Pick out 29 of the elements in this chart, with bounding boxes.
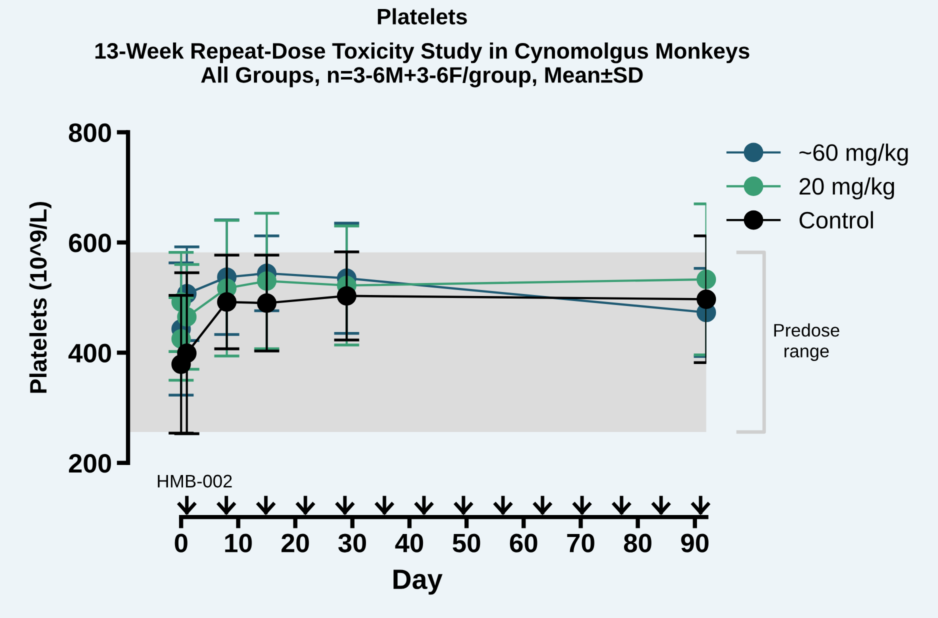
y-tick-label: 600: [69, 234, 111, 252]
x-tick-label: 80: [624, 534, 652, 552]
text: HMB-002: [158, 474, 232, 488]
y-tick-label: 800: [68, 123, 111, 142]
legend-label: Control: [800, 211, 873, 229]
x-tick-label: 60: [510, 534, 538, 552]
x-tick-label: 30: [338, 534, 366, 552]
x-tick-label: 90: [681, 534, 708, 552]
x-tick-label: 40: [395, 534, 424, 552]
chart-subtitle: 13-Week Repeat-Dose Toxicity Study in Cynomolgus Monkeys All Groups, n=3-6M+3-6F/group, Mean±SD: [95, 42, 750, 88]
point: [217, 292, 237, 312]
x-tick-label: 0: [174, 534, 188, 552]
point: [336, 286, 356, 306]
chart-title: Platelets: [378, 8, 467, 25]
y-tick-label: 200: [68, 454, 111, 473]
y-tick-label: 400: [68, 344, 111, 362]
y-axis-title: Platelets (10^9/L): [29, 202, 52, 393]
point: [696, 290, 716, 309]
x-axis-title: Day: [394, 570, 443, 595]
point: [177, 344, 197, 363]
legend-label: ~60 mg/kg: [799, 144, 908, 166]
point: [257, 293, 276, 313]
point: [696, 270, 716, 290]
x-tick-label: 10: [225, 534, 252, 552]
x-tick-label: 20: [282, 534, 309, 552]
x-tick-label: 70: [567, 534, 594, 552]
legend-label: 20 mg/kg: [800, 177, 894, 200]
x-tick-label: 50: [452, 534, 480, 552]
text: Predose range: [774, 323, 840, 361]
